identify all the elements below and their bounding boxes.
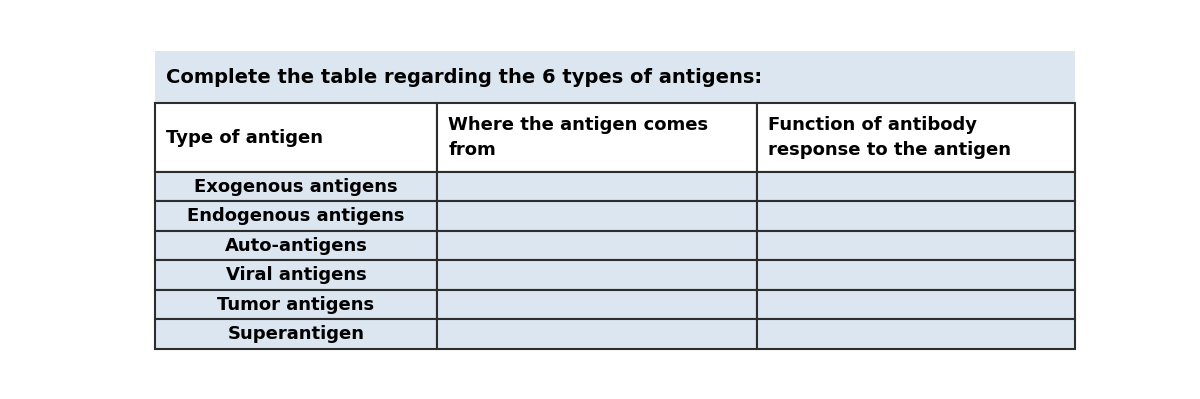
Bar [757,103,1075,172]
Bar [155,231,437,261]
Bar [437,172,757,201]
Bar [757,261,1075,290]
Text: Complete the table regarding the 6 types of antigens:: Complete the table regarding the 6 types… [166,67,762,87]
Bar [757,290,1075,320]
Text: Tumor antigens: Tumor antigens [217,296,374,314]
Text: Where the antigen comes
from: Where the antigen comes from [449,116,708,159]
Text: Viral antigens: Viral antigens [226,266,366,284]
Bar [155,103,437,172]
Bar [437,231,757,261]
Bar [155,172,437,201]
Text: Endogenous antigens: Endogenous antigens [187,207,404,225]
Bar [757,201,1075,231]
Bar [437,201,757,231]
Bar [437,290,757,320]
Bar [437,320,757,349]
Bar [155,320,437,349]
Text: Function of antibody
response to the antigen: Function of antibody response to the ant… [768,116,1010,159]
Bar [437,261,757,290]
Bar [155,261,437,290]
Bar [757,172,1075,201]
Text: Exogenous antigens: Exogenous antigens [194,178,397,196]
Text: Superantigen: Superantigen [228,325,365,343]
Bar [155,290,437,320]
Text: Auto-antigens: Auto-antigens [224,237,367,255]
Text: Type of antigen: Type of antigen [166,128,323,146]
Bar [155,201,437,231]
Bar [757,320,1075,349]
Bar [155,51,1075,103]
Bar [437,103,757,172]
Bar [757,231,1075,261]
